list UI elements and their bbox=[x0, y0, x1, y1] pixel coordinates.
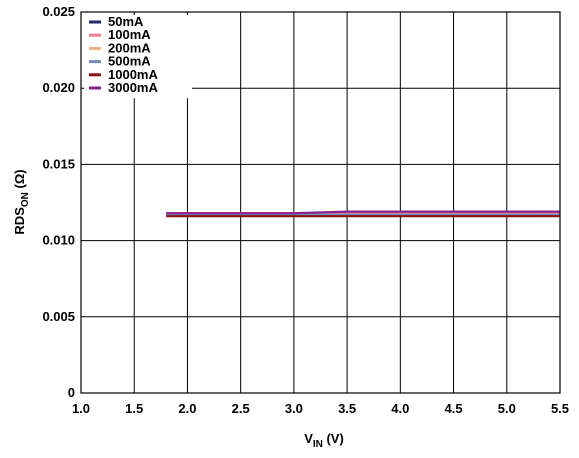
x-tick-label: 5.5 bbox=[551, 401, 569, 416]
plot-frame bbox=[80, 11, 561, 394]
x-tick-label: 4.0 bbox=[391, 401, 409, 416]
legend-label: 200mA bbox=[108, 40, 151, 55]
y-tick-label: 0 bbox=[68, 385, 75, 400]
series-line-3000mA bbox=[166, 210, 560, 215]
y-tick-label: 0.015 bbox=[42, 156, 75, 171]
x-tick-label: 2.0 bbox=[178, 401, 196, 416]
x-axis-title: VIN (V) bbox=[304, 431, 344, 450]
x-tick-label: 3.0 bbox=[285, 401, 303, 416]
y-tick-label: 0.005 bbox=[42, 309, 75, 324]
x-tick-label: 1.5 bbox=[125, 401, 143, 416]
y-tick-label: 0.020 bbox=[42, 80, 75, 95]
x-tick-label: 3.5 bbox=[338, 401, 356, 416]
x-tick-label: 5.0 bbox=[498, 401, 516, 416]
x-tick-label: 2.5 bbox=[232, 401, 250, 416]
y-tick-labels: 0 0.005 0.010 0.015 0.020 0.025 bbox=[42, 4, 75, 400]
x-tick-labels: 1.0 1.5 2.0 2.5 3.0 3.5 4.0 4.5 5.0 5.5 bbox=[72, 401, 569, 416]
legend-label: 3000mA bbox=[108, 80, 158, 95]
series-lines bbox=[166, 210, 560, 218]
legend-label: 1000mA bbox=[108, 67, 158, 82]
x-tick-label: 4.5 bbox=[445, 401, 463, 416]
legend-background bbox=[84, 15, 192, 99]
y-axis-title: RDSON (Ω) bbox=[12, 169, 31, 234]
y-axis-title-subscript: ON bbox=[20, 192, 31, 207]
y-tick-label: 0.025 bbox=[42, 4, 75, 19]
legend-label: 100mA bbox=[108, 27, 151, 42]
x-axis-title-subscript: IN bbox=[313, 439, 323, 450]
legend-label: 50mA bbox=[108, 14, 144, 29]
legend-label: 500mA bbox=[108, 54, 151, 69]
x-tick-label: 1.0 bbox=[72, 401, 90, 416]
y-tick-label: 0.010 bbox=[42, 233, 75, 248]
